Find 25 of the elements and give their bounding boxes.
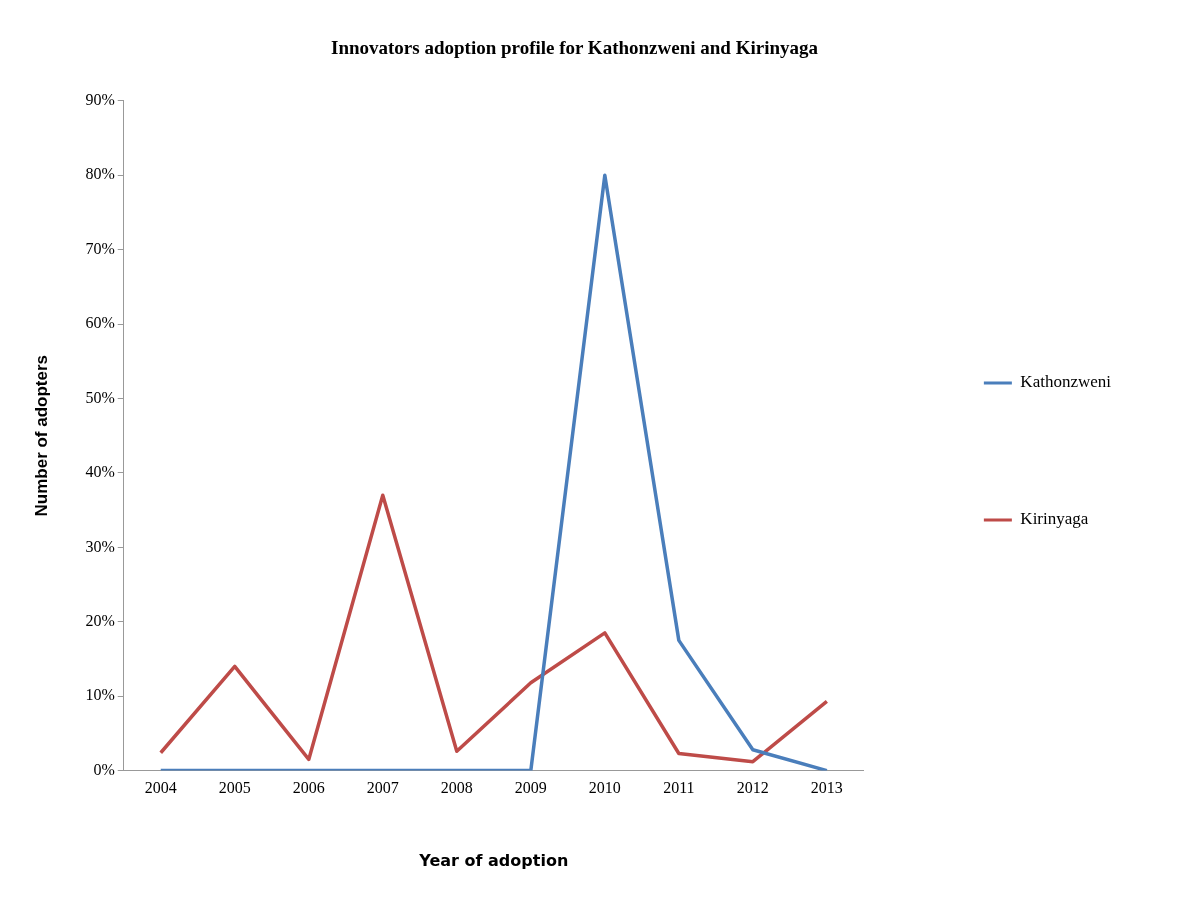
x-tick-label: 2006 <box>292 779 325 797</box>
y-tick-label: 90% <box>85 91 115 108</box>
x-tick-label: 2013 <box>810 779 843 797</box>
y-tick-label: 10% <box>85 686 115 704</box>
x-tick-label: 2010 <box>588 779 621 797</box>
y-axis-title: Number of adopters <box>31 354 51 517</box>
y-tick-label: 80% <box>85 165 115 183</box>
x-tick-label: 2012 <box>736 779 769 797</box>
x-tick-label: 2005 <box>218 779 251 797</box>
y-tick-label: 60% <box>85 314 115 332</box>
y-tick-label: 20% <box>85 611 115 629</box>
x-axis-title: Year of adoption <box>418 850 569 870</box>
y-tick-label: 50% <box>85 388 115 406</box>
y-tick-label: 40% <box>85 463 115 481</box>
x-tick-label: 2011 <box>663 779 695 797</box>
x-tick-label: 2007 <box>366 779 399 797</box>
legend-label: Kathonzweni <box>1020 372 1112 392</box>
y-tick-label: 0% <box>93 760 115 778</box>
y-tick-label: 30% <box>85 537 115 555</box>
x-tick-label: 2008 <box>440 779 473 797</box>
y-tick-label: 70% <box>85 239 115 257</box>
chart-title: Innovators adoption profile for Kathonzweni and Kirinyaga <box>330 37 819 59</box>
x-tick-label: 2009 <box>514 779 547 797</box>
x-tick-label: 2004 <box>144 779 177 797</box>
legend-label: Kirinyaga <box>1020 509 1089 529</box>
